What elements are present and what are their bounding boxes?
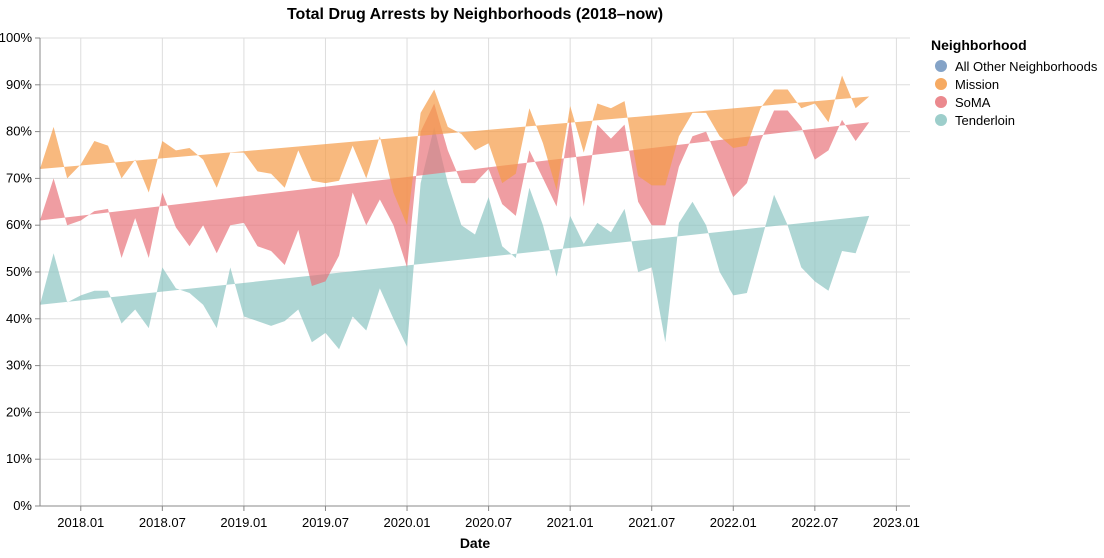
y-tick-label: 100% [0, 30, 32, 45]
y-tick-label: 50% [6, 264, 32, 279]
x-tick-label: 2019.07 [302, 515, 349, 530]
y-tick-label: 30% [6, 358, 32, 373]
x-tick-label: 2020.07 [465, 515, 512, 530]
y-tick-label: 80% [6, 124, 32, 139]
y-tick-label: 70% [6, 170, 32, 185]
y-tick-label: 60% [6, 217, 32, 232]
x-axis: 2018.01 2018.07 2019.01 2019.07 2020.01 2020.… [40, 505, 920, 530]
x-tick-label: 2021.07 [628, 515, 675, 530]
legend: Neighborhood All Other Neighborhoods Miss… [931, 37, 1098, 128]
area-tenderloin [40, 126, 870, 350]
legend-swatch [935, 60, 947, 72]
chart-title: Total Drug Arrests by Neighborhoods (201… [286, 6, 664, 23]
y-tick-label: 40% [6, 311, 32, 326]
x-tick-label: 2018.01 [57, 515, 104, 530]
legend-swatch [935, 78, 947, 90]
x-tick-label: 2022.01 [710, 515, 757, 530]
y-tick-label: 90% [6, 77, 32, 92]
y-tick-label: 20% [6, 404, 32, 419]
x-tick-label: 2021.01 [547, 515, 594, 530]
area-series [40, 75, 870, 350]
x-tick-label: 2019.01 [220, 515, 267, 530]
x-tick-label: 2020.01 [384, 515, 431, 530]
x-tick-label: 2023.01 [873, 515, 920, 530]
legend-label: Tenderloin [955, 113, 1015, 128]
legend-label: All Other Neighborhoods [955, 59, 1098, 74]
x-tick-label: 2018.07 [139, 515, 186, 530]
legend-label: Mission [955, 77, 999, 92]
y-tick-label: 0% [13, 498, 32, 513]
legend-swatch [935, 114, 947, 126]
gridlines [40, 37, 910, 507]
legend-label: SoMA [955, 95, 991, 110]
y-axis: 0% 10% 20% 30% 40% 50% 60% 70% 80% 90% 100% [0, 30, 41, 513]
area-mission [40, 75, 870, 226]
legend-title: Neighborhood [931, 37, 1027, 53]
x-axis-title: Date [460, 535, 491, 551]
x-tick-label: 2022.07 [791, 515, 838, 530]
legend-swatch [935, 96, 947, 108]
y-tick-label: 10% [6, 451, 32, 466]
